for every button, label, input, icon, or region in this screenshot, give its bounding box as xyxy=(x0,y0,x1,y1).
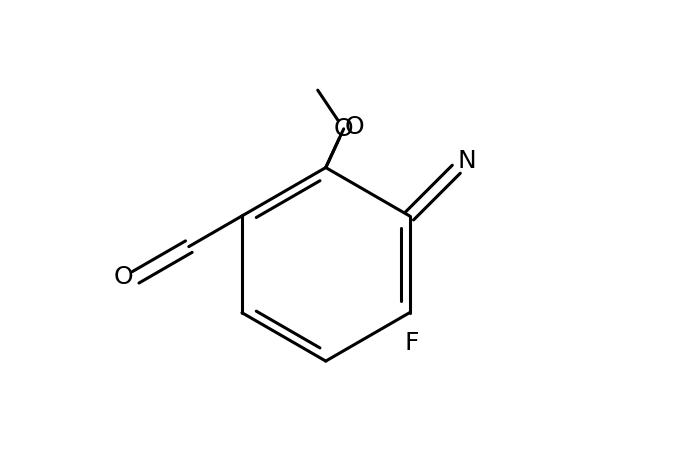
Text: O: O xyxy=(344,115,364,139)
Text: N: N xyxy=(457,149,476,173)
Text: O: O xyxy=(114,265,134,289)
Text: F: F xyxy=(405,331,419,355)
Text: O: O xyxy=(334,117,353,141)
